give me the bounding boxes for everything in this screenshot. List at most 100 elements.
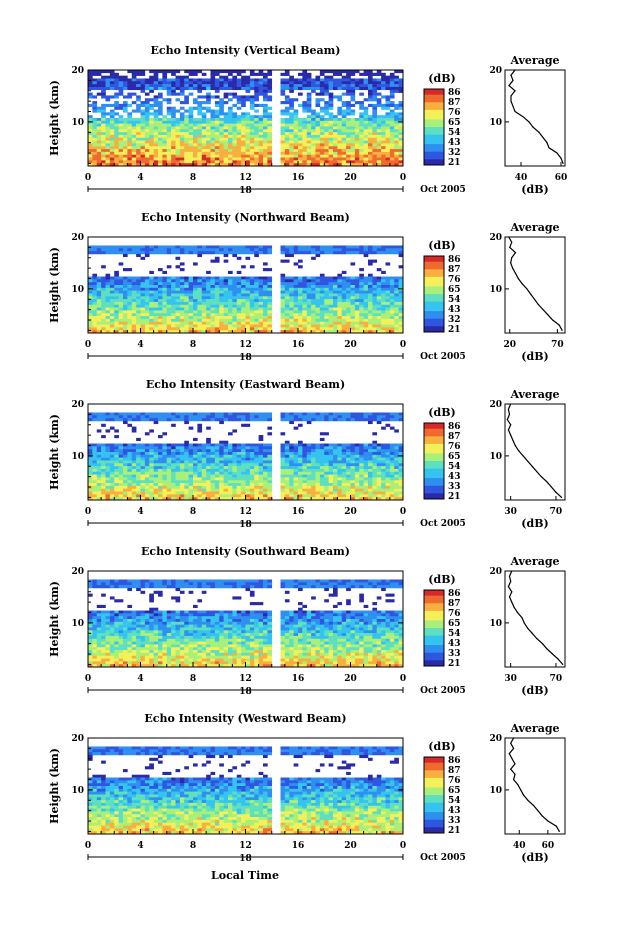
heatmap-cell [377,98,382,101]
heatmap-cell [154,121,159,124]
heatmap-cell [333,135,338,138]
heatmap-cell [158,285,163,288]
heatmap-cell [167,455,172,458]
heatmap-cells [88,412,403,500]
heatmap-cell [176,279,181,282]
heatmap-cell [241,121,246,124]
heatmap-cell [342,115,347,118]
heatmap-cell [250,152,255,155]
heatmap-cell [263,90,268,93]
heatmap-cell [197,424,202,427]
heatmap-cell [302,291,307,294]
heatmap-cell [106,126,111,129]
heatmap-cell [97,126,102,129]
heatmap-cell [180,112,185,115]
heatmap-cell [316,98,321,101]
heatmap-cell [215,325,220,328]
heatmap-cell [215,472,220,475]
heatmap-cell [123,466,128,469]
heatmap-cell [119,449,124,452]
heatmap-cell [132,455,137,458]
heatmap-cell [114,271,119,274]
heatmap-cell [197,463,202,466]
heatmap-cell [123,152,128,155]
heatmap-cell [381,107,386,110]
heatmap-cell [241,466,246,469]
heatmap-cell [254,135,259,138]
heatmap-cell [211,418,216,421]
heatmap-cell [123,138,128,141]
heatmap-cell [132,155,137,158]
heatmap-cell [307,310,312,313]
heatmap-cell [97,305,102,308]
heatmap-cell [114,452,119,455]
heatmap-cell [110,115,115,118]
heatmap-cell [241,146,246,149]
heatmap-cell [281,415,286,418]
heatmap-cell [154,322,159,325]
heatmap-cell [337,158,342,161]
heatmap-cell [386,155,391,158]
heatmap-cell [228,492,233,495]
heatmap-cell [193,305,198,308]
average-frame [505,70,565,166]
heatmap-cell [346,132,351,135]
heatmap-cell [246,121,251,124]
heatmap-cell [320,81,325,84]
heatmap-cell [202,112,207,115]
heatmap-cell [176,282,181,285]
heatmap-cell [176,469,181,472]
heatmap-cell [197,489,202,492]
heatmap-cell [141,143,146,146]
heatmap-cell [92,291,97,294]
heatmap-cell [329,141,334,144]
heatmap-cell [386,141,391,144]
heatmap-cell [359,268,364,271]
heatmap-cell [346,121,351,124]
heatmap-cell [237,466,242,469]
heatmap-cell [171,492,176,495]
heatmap-cell [281,293,286,296]
heatmap-cell [246,251,251,254]
heatmap-cell [114,149,119,152]
heatmap-cell [123,418,128,421]
heatmap-cell [302,299,307,302]
heatmap-cell [298,152,303,155]
heatmap-cell [294,112,299,115]
heatmap-cell [176,444,181,447]
heatmap-cell [119,469,124,472]
heatmap-cell [162,84,167,87]
heatmap-cell [88,104,93,107]
heatmap-cell [189,107,194,110]
heatmap-cell [127,279,132,282]
heatmap-cell [193,149,198,152]
heatmap-cell [167,489,172,492]
heatmap-cell [311,313,316,316]
heatmap-cell [167,98,172,101]
heatmap-cell [189,489,194,492]
heatmap-cell [368,305,373,308]
heatmap-cell [119,149,124,152]
heatmap-cell [285,327,290,330]
heatmap-cell [171,299,176,302]
heatmap-cell [333,316,338,319]
heatmap-cell [333,126,338,129]
heatmap-cell [285,460,290,463]
heatmap-cell [307,296,312,299]
average-point [543,309,544,310]
heatmap-cell [88,149,93,152]
heatmap-cell [167,480,172,483]
heatmap-cell [176,248,181,251]
heatmap-cell [193,118,198,121]
heatmap-cell [237,257,242,260]
heatmap-cell [386,305,391,308]
heatmap-cell [329,126,334,129]
heatmap-cell [211,475,216,478]
heatmap-cell [294,308,299,311]
heatmap-cell [158,477,163,480]
heatmap-cell [219,466,224,469]
heatmap-cell [324,110,329,113]
heatmap-cell [88,81,93,84]
heatmap-cell [149,132,154,135]
heatmap-cell [158,293,163,296]
